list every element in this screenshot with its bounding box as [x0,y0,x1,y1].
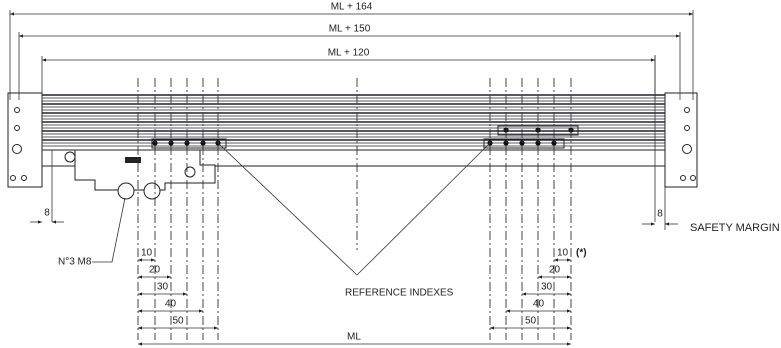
right-index-dim-label: 10 [557,248,569,259]
screws-label: N°3 M8 [58,257,92,268]
overall-dim-label: ML + 150 [329,24,371,35]
ml-dim-label: ML [347,332,361,343]
drawing: REFERENCE INDEXES N°3 M8 (*) SAFETY MARG… [0,0,781,348]
note-label: (*) [576,248,587,259]
right-index-dim-label: 20 [549,265,561,276]
right-index-dim-label: 50 [525,316,537,327]
overall-dim-label: ML + 164 [331,2,373,13]
right-index-dim-label: 40 [533,299,545,310]
left-index-dim-label: 30 [157,282,169,293]
left-index-dim-label: 20 [149,265,161,276]
leader [92,198,125,262]
left-index-dim-label: 10 [141,248,153,259]
left-index-dim-label: 40 [165,299,177,310]
margin-label: 8 [44,208,50,219]
reference-label: REFERENCE INDEXES [345,288,454,299]
right-index-dim-label: 30 [541,282,553,293]
scale-body [8,93,697,199]
right-endcap [665,93,697,187]
left-endcap [8,93,42,187]
left-index-dim-label: 50 [172,316,184,327]
safety-label: SAFETY MARGIN [690,222,780,234]
overall-dim-label: ML + 120 [328,48,370,59]
margin-label: 8 [657,209,663,220]
